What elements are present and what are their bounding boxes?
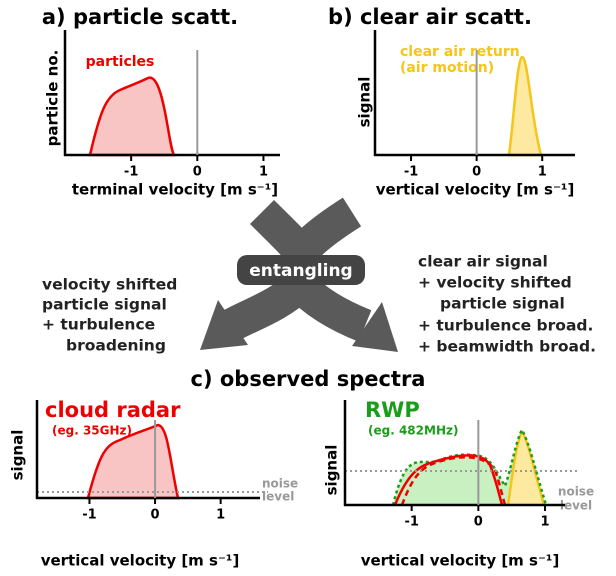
x-label: vertical velocity [m s⁻¹] <box>41 552 240 570</box>
section-title: c) observed spectra <box>191 367 426 391</box>
x-tick-label: 0 <box>151 508 160 523</box>
x-tick-label: -1 <box>404 515 418 530</box>
particle-broad-curve <box>400 456 507 506</box>
right-text: + beamwidth broad. <box>418 338 596 356</box>
rwp-area <box>393 430 546 505</box>
x-tick-label: 0 <box>474 515 483 530</box>
x-tick-label: 0 <box>472 165 481 180</box>
right-text: + velocity shifted <box>418 274 572 292</box>
panel-title: b) clear air scatt. <box>328 5 532 29</box>
panel-title: a) particle scatt. <box>42 5 238 29</box>
noise-label: level <box>262 490 294 504</box>
curve-label: (air motion) <box>400 60 494 76</box>
x-label: terminal velocity [m s⁻¹] <box>72 181 278 199</box>
box-label: entangling <box>249 261 352 281</box>
noise-label: noise <box>558 485 594 499</box>
freq-label: (eg. 35GHz) <box>52 424 132 438</box>
noise-label: level <box>560 499 592 513</box>
x-tick-label: -1 <box>124 165 138 180</box>
y-label: signal <box>356 77 374 128</box>
noise-label: noise <box>262 477 298 491</box>
clear-air-curve <box>507 55 543 157</box>
curve-label: particles <box>86 54 155 70</box>
rwp-curve <box>391 427 548 506</box>
freq-label: (eg. 482MHz) <box>368 424 458 438</box>
x-label: vertical velocity [m s⁻¹] <box>376 181 575 199</box>
arrow-head <box>352 302 398 352</box>
x-tick-label: -1 <box>404 165 418 180</box>
x-tick-label: 1 <box>259 165 268 180</box>
curve-label: clear air return <box>400 44 520 60</box>
right-text: particle signal <box>440 295 565 313</box>
left-text: velocity shifted <box>42 276 177 294</box>
x-tick-label: 0 <box>193 165 202 180</box>
x-tick-label: 1 <box>540 515 549 530</box>
x-tick-label: 1 <box>538 165 547 180</box>
right-text: + turbulence broad. <box>418 317 593 335</box>
left-text: broadening <box>66 337 166 355</box>
panel-title: RWP <box>365 398 420 422</box>
entangling-box <box>237 255 365 285</box>
x-tick-label: -1 <box>82 508 96 523</box>
x-label: vertical velocity [m s⁻¹] <box>361 552 560 570</box>
particle-curve <box>88 76 177 157</box>
y-label: particle no. <box>44 50 62 147</box>
y-label: signal <box>323 445 341 496</box>
x-tick-label: 1 <box>216 508 225 523</box>
left-text: particle signal <box>42 296 167 314</box>
left-text: + turbulence <box>42 316 155 334</box>
arrow-head <box>200 300 248 350</box>
y-label: signal <box>9 430 27 481</box>
particle-curve <box>393 454 504 506</box>
panel-title: cloud radar <box>45 398 181 422</box>
clear-air-curve <box>506 429 546 506</box>
right-text: clear air signal <box>418 253 548 271</box>
